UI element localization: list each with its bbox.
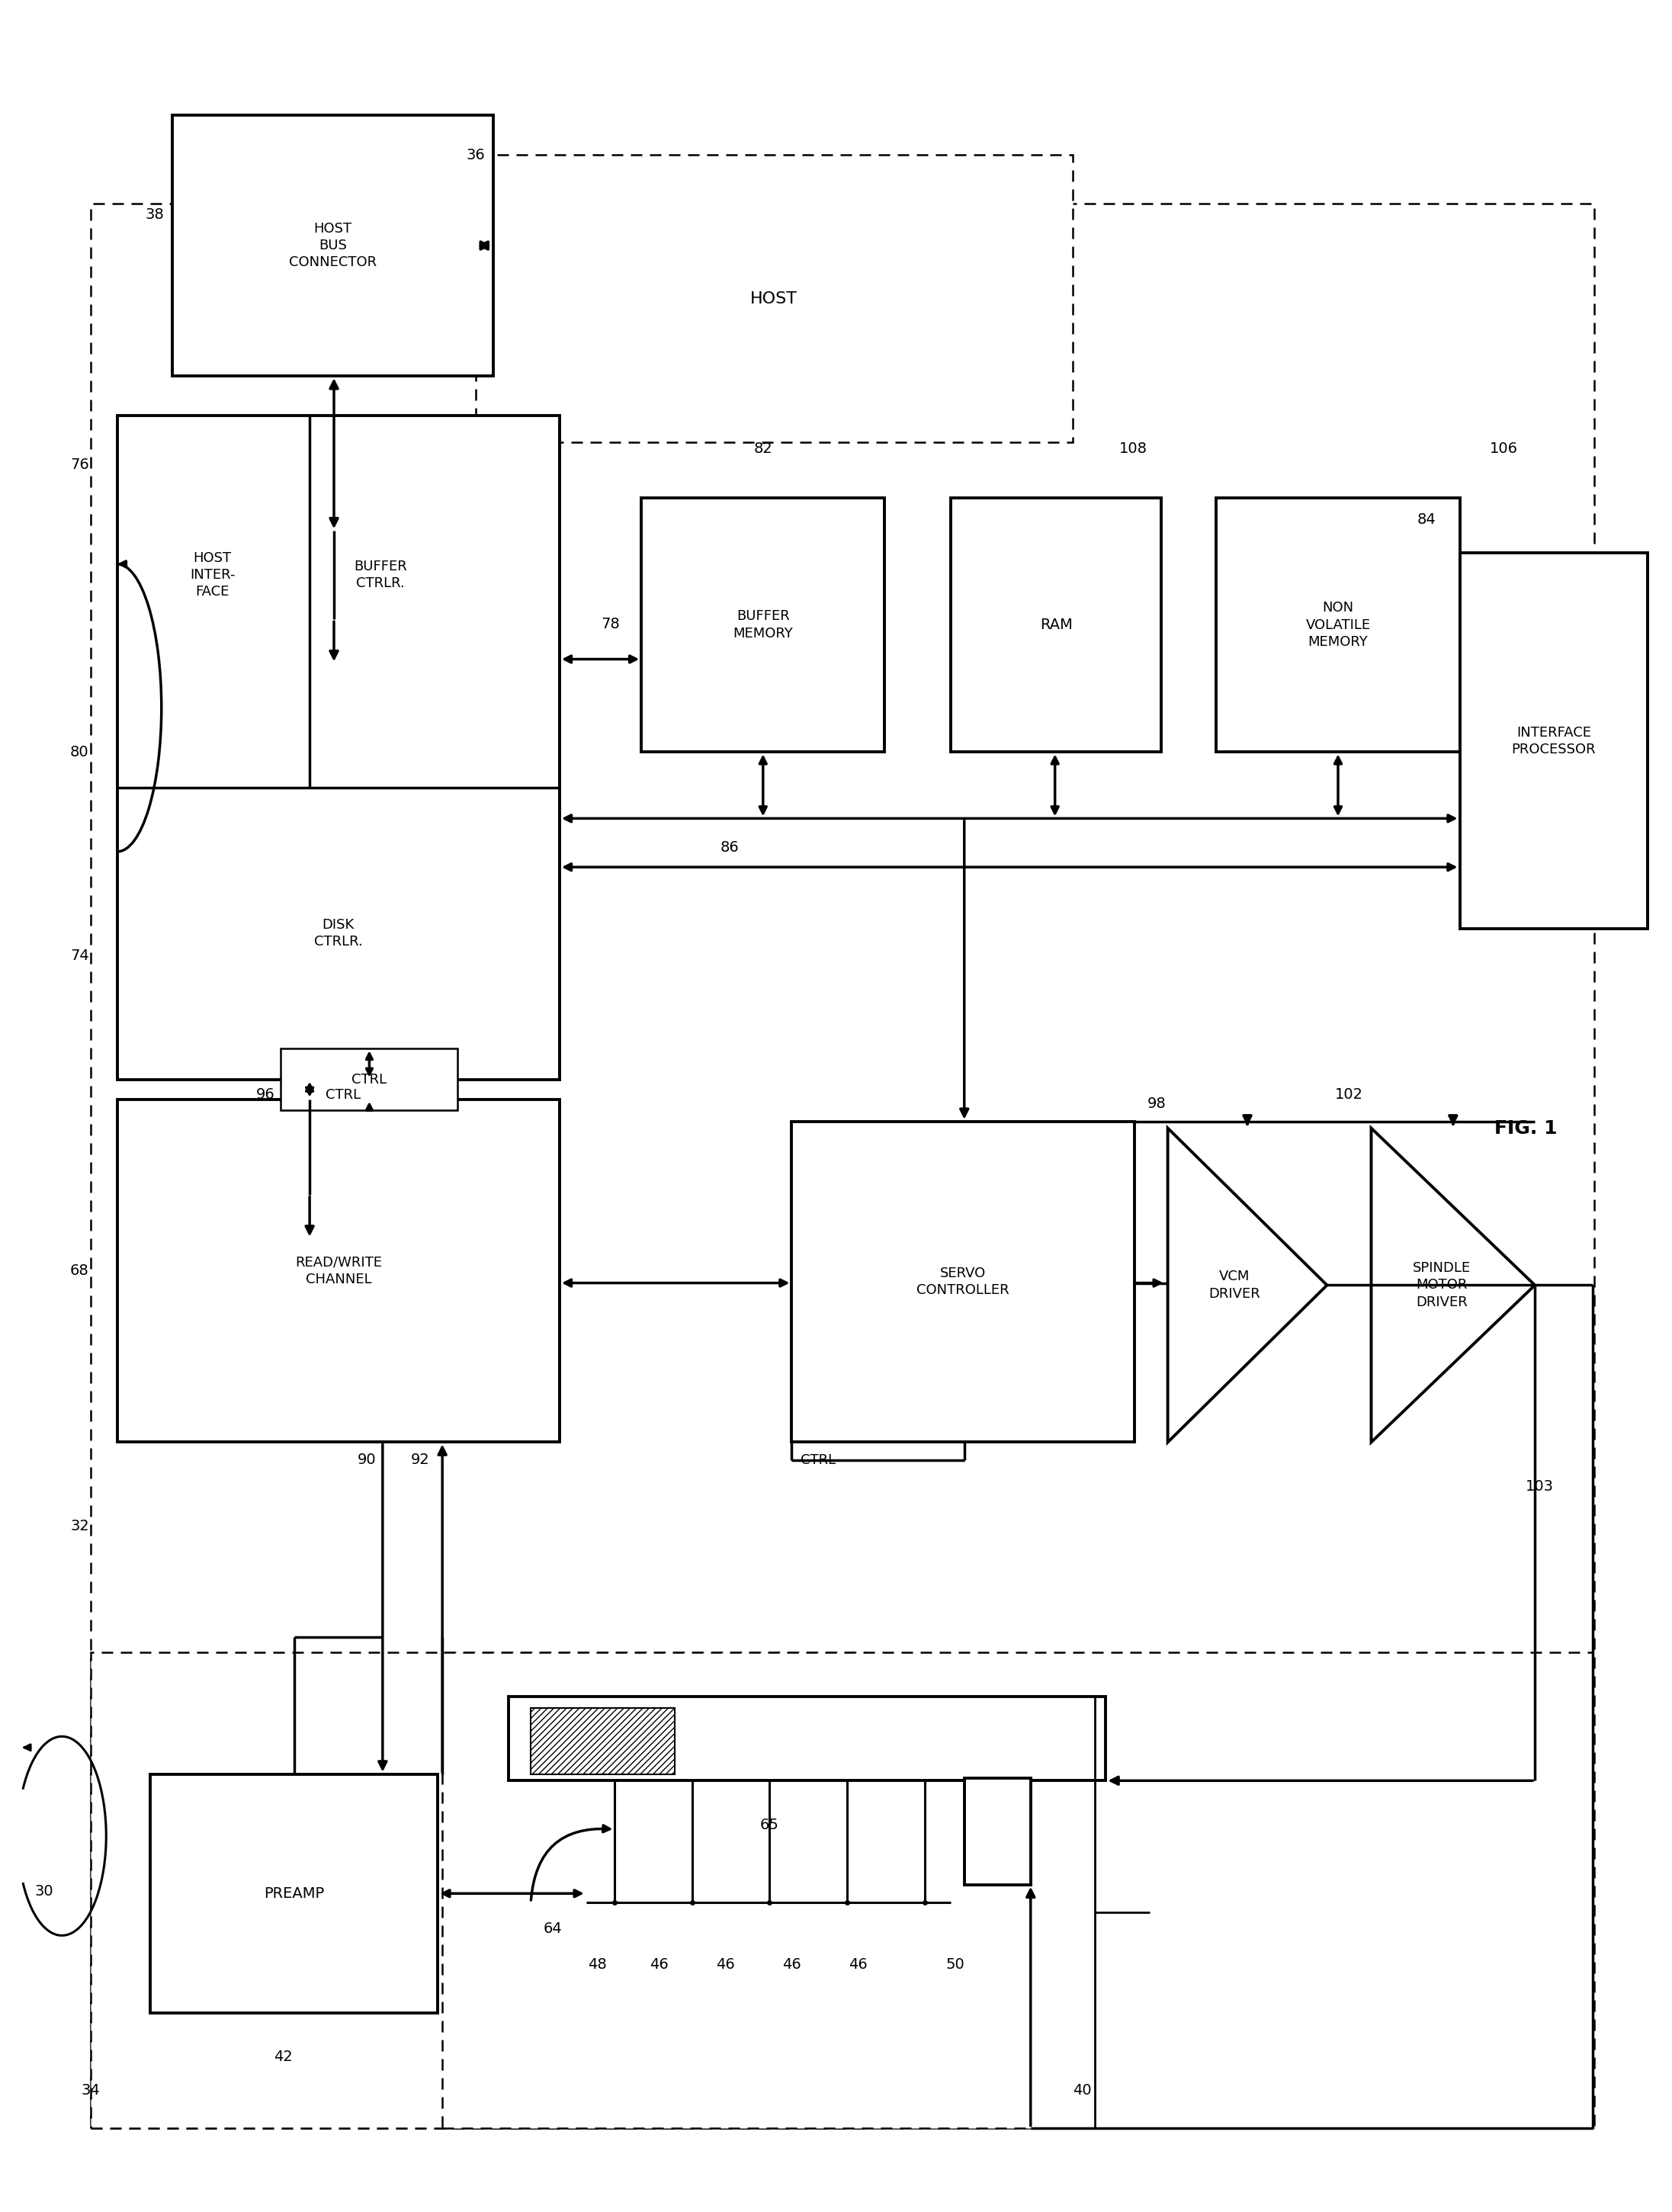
Bar <box>475 155 1073 442</box>
Bar <box>951 498 1160 752</box>
Text: 74: 74 <box>70 949 89 962</box>
Text: 76: 76 <box>70 458 89 471</box>
Text: HOST
BUS
CONNECTOR: HOST BUS CONNECTOR <box>289 221 376 270</box>
Bar <box>281 1048 458 1110</box>
Text: 34: 34 <box>82 2084 100 2097</box>
Text: 46: 46 <box>716 1958 736 1971</box>
Text: 103: 103 <box>1525 1480 1553 1493</box>
Text: CTRL: CTRL <box>351 1073 386 1086</box>
Text: CTRL: CTRL <box>326 1088 361 1102</box>
Text: 108: 108 <box>1119 442 1147 456</box>
Text: CTRL: CTRL <box>801 1453 836 1467</box>
Bar <box>1217 498 1460 752</box>
Text: DISK
CTRLR.: DISK CTRLR. <box>314 918 363 949</box>
Text: 30: 30 <box>35 1885 54 1898</box>
Text: 40: 40 <box>1073 2084 1092 2097</box>
Text: 80: 80 <box>70 745 89 759</box>
Text: BUFFER
MEMORY: BUFFER MEMORY <box>732 611 793 639</box>
Bar <box>117 416 560 1079</box>
Bar <box>172 115 493 376</box>
Text: 92: 92 <box>411 1453 430 1467</box>
Text: 46: 46 <box>782 1958 801 1971</box>
Bar <box>1460 553 1647 929</box>
Bar <box>150 1774 438 2013</box>
Text: 42: 42 <box>274 2051 293 2064</box>
Text: HOST
INTER-
FACE: HOST INTER- FACE <box>189 551 236 599</box>
Text: SERVO
CONTROLLER: SERVO CONTROLLER <box>916 1267 1010 1296</box>
Bar <box>117 1099 560 1442</box>
Text: 36: 36 <box>466 148 485 161</box>
Text: 48: 48 <box>587 1958 607 1971</box>
Bar <box>90 204 1595 2128</box>
Text: VCM
DRIVER: VCM DRIVER <box>1209 1270 1261 1301</box>
Text: 46: 46 <box>849 1958 868 1971</box>
Bar <box>965 1778 1030 1885</box>
Text: 90: 90 <box>358 1453 376 1467</box>
Bar <box>508 1697 1105 1781</box>
Text: BUFFER
CTRLR.: BUFFER CTRLR. <box>354 560 406 591</box>
Text: 106: 106 <box>1490 442 1518 456</box>
Bar <box>793 1121 1135 1442</box>
Text: 68: 68 <box>70 1263 89 1279</box>
Text: 96: 96 <box>256 1088 274 1102</box>
Text: 82: 82 <box>754 442 772 456</box>
Text: SPINDLE
MOTOR
DRIVER: SPINDLE MOTOR DRIVER <box>1413 1261 1471 1310</box>
Bar <box>642 498 884 752</box>
Text: 38: 38 <box>145 208 164 221</box>
Text: 65: 65 <box>761 1818 779 1832</box>
Bar <box>530 1708 674 1774</box>
Text: 98: 98 <box>1147 1097 1165 1110</box>
Text: 64: 64 <box>543 1922 562 1936</box>
Text: RAM: RAM <box>1040 617 1072 633</box>
Text: READ/WRITE
CHANNEL: READ/WRITE CHANNEL <box>294 1256 381 1285</box>
Text: NON
VOLATILE
MEMORY: NON VOLATILE MEMORY <box>1306 602 1371 648</box>
Text: 102: 102 <box>1334 1088 1363 1102</box>
Text: 46: 46 <box>650 1958 669 1971</box>
Text: 78: 78 <box>600 617 620 630</box>
Text: PREAMP: PREAMP <box>264 1887 324 1900</box>
Text: INTERFACE
PROCESSOR: INTERFACE PROCESSOR <box>1511 726 1595 757</box>
Text: FIG. 1: FIG. 1 <box>1495 1119 1558 1137</box>
Text: 50: 50 <box>946 1958 965 1971</box>
Text: 84: 84 <box>1418 513 1436 526</box>
Text: 32: 32 <box>70 1520 89 1533</box>
Text: HOST: HOST <box>751 292 798 305</box>
Text: 86: 86 <box>721 841 739 854</box>
Bar <box>90 1652 864 2128</box>
Bar <box>443 1652 1592 2128</box>
